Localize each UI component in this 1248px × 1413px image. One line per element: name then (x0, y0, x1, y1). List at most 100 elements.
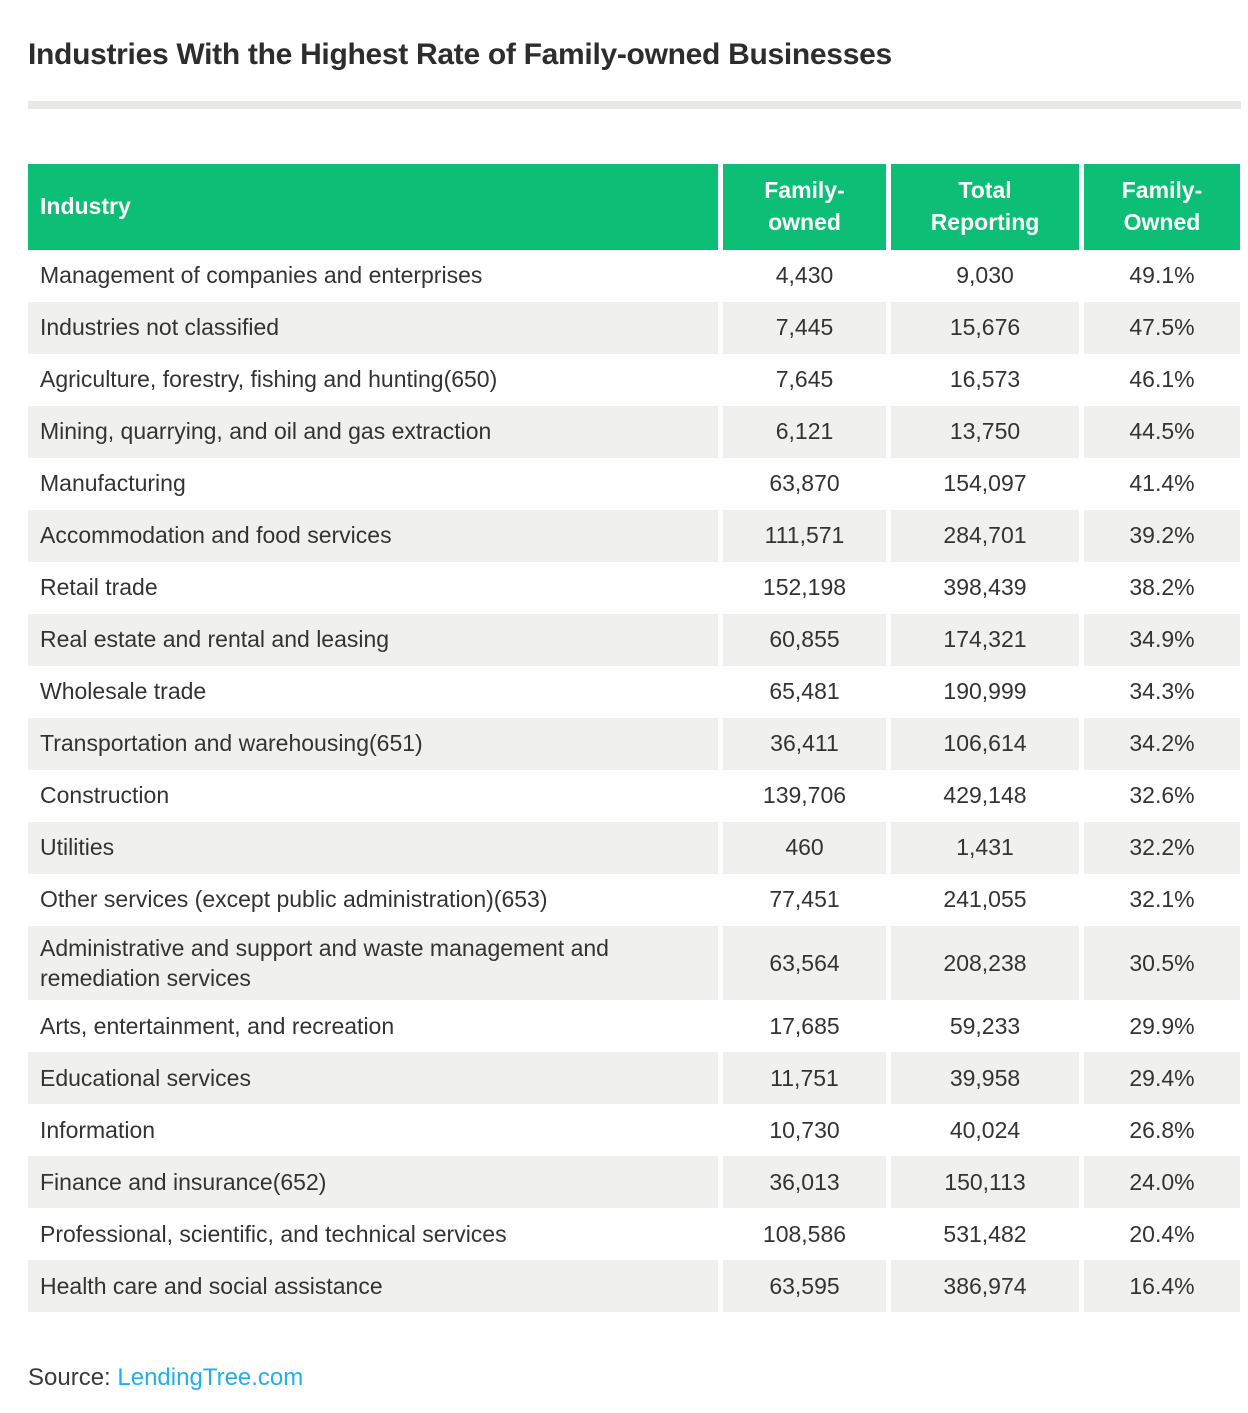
table-row: Educational services 11,751 39,958 29.4% (28, 1052, 1240, 1105)
table-row: Industries not classified 7,445 15,676 47.5… (28, 301, 1240, 354)
cell-family-owned: 17,685 (769, 1013, 840, 1040)
cell-industry: Manufacturing (40, 470, 186, 497)
cell-family-owned-pct: 49.1% (1129, 262, 1195, 289)
table-row: Health care and social assistance 63,595 3… (28, 1260, 1240, 1313)
cell-industry: Wholesale trade (40, 678, 207, 705)
cell-total-reporting: 59,233 (949, 1013, 1021, 1040)
table-row: Real estate and rental and leasing 60,855… (28, 613, 1240, 666)
cell-total-reporting: 13,750 (891, 405, 1079, 458)
cell-family-owned: 63,595 (723, 1260, 886, 1313)
cell-total-reporting: 429,148 (943, 782, 1027, 809)
cell-total-reporting: 154,097 (943, 470, 1027, 497)
cell-family-owned: 36,013 (723, 1156, 886, 1209)
table-header: Industry Family- owned Total Reporting F… (28, 163, 1240, 250)
cell-family-owned-pct: 34.3% (1129, 678, 1195, 705)
table-row: Finance and insurance(652) 36,013 150,113 2… (28, 1156, 1240, 1209)
cell-industry: Accommodation and food services (28, 509, 718, 562)
cell-family-owned: 77,451 (769, 886, 840, 913)
cell-family-owned: 460 (723, 821, 886, 874)
cell-family-owned: 11,751 (723, 1052, 886, 1105)
cell-family-owned-pct: 30.5% (1084, 925, 1240, 1001)
cell-industry: Agriculture, forestry, fishing and hunti… (40, 366, 498, 393)
cell-family-owned: 7,645 (775, 366, 834, 393)
cell-family-owned-pct: 34.2% (1084, 717, 1240, 770)
cell-total-reporting: 9,030 (956, 262, 1014, 289)
cell-family-owned-pct: 20.4% (1129, 1221, 1195, 1248)
cell-total-reporting: 241,055 (943, 886, 1027, 913)
cell-family-owned: 139,706 (762, 782, 847, 809)
table-row: Utilities 460 1,431 32.2% (28, 821, 1240, 874)
cell-family-owned: 10,730 (769, 1117, 840, 1144)
table-row: Wholesale trade 65,481 190,999 34.3% (28, 666, 1240, 718)
cell-family-owned-pct: 32.1% (1129, 886, 1195, 913)
cell-industry: Administrative and support and waste man… (28, 925, 718, 1001)
cell-family-owned-pct: 34.9% (1084, 613, 1240, 666)
cell-industry: Management of companies and enterprises (40, 262, 483, 289)
cell-total-reporting: 398,439 (943, 574, 1027, 601)
table-row: Professional, scientific, and technical … (28, 1208, 1240, 1260)
cell-family-owned-pct: 38.2% (1129, 574, 1195, 601)
source-line: Source: LendingTree.com (28, 1364, 1248, 1392)
cell-total-reporting: 284,701 (891, 509, 1079, 562)
cell-family-owned-pct: 26.8% (1129, 1117, 1195, 1144)
cell-family-owned: 152,198 (762, 574, 847, 601)
cell-family-owned: 63,564 (723, 925, 886, 1001)
table-row: Agriculture, forestry, fishing and hunti… (28, 354, 1240, 406)
cell-family-owned: 60,855 (723, 613, 886, 666)
cell-family-owned: 36,411 (723, 717, 886, 770)
table-row: Arts, entertainment, and recreation 17,68… (28, 1000, 1240, 1052)
table-row: Other services (except public administra… (28, 874, 1240, 926)
source-label: Source: (28, 1364, 111, 1392)
cell-industry: Transportation and warehousing(651) (28, 717, 718, 770)
data-table: Industry Family- owned Total Reporting F… (28, 163, 1240, 1313)
table-row: Mining, quarrying, and oil and gas extra… (28, 405, 1240, 458)
cell-family-owned-pct: 47.5% (1084, 301, 1240, 354)
cell-total-reporting: 106,614 (891, 717, 1079, 770)
cell-family-owned-pct: 32.6% (1129, 782, 1195, 809)
cell-family-owned-pct: 29.4% (1084, 1052, 1240, 1105)
cell-total-reporting: 40,024 (949, 1117, 1021, 1144)
header-cell-family-owned: Family- owned (723, 163, 886, 250)
cell-family-owned-pct: 16.4% (1084, 1260, 1240, 1313)
cell-total-reporting: 174,321 (891, 613, 1079, 666)
table-row: Manufacturing 63,870 154,097 41.4% (28, 458, 1240, 510)
table-row: Retail trade 152,198 398,439 38.2% (28, 562, 1240, 614)
cell-industry: Finance and insurance(652) (28, 1156, 718, 1209)
cell-family-owned: 63,870 (769, 470, 840, 497)
cell-family-owned: 108,586 (762, 1221, 847, 1248)
cell-family-owned: 111,571 (723, 509, 886, 562)
cell-family-owned: 7,445 (723, 301, 886, 354)
source-link[interactable]: LendingTree.com (117, 1364, 304, 1392)
table-row: Management of companies and enterprises 4… (28, 250, 1240, 302)
cell-total-reporting: 386,974 (891, 1260, 1079, 1313)
cell-industry: Arts, entertainment, and recreation (40, 1013, 395, 1040)
cell-total-reporting: 208,238 (891, 925, 1079, 1001)
header-cell-industry: Industry (28, 163, 718, 250)
cell-family-owned: 4,430 (775, 262, 834, 289)
table-body: Management of companies and enterprises 4… (28, 250, 1240, 1313)
table-row: Accommodation and food services 111,571 28… (28, 509, 1240, 562)
cell-family-owned-pct: 41.4% (1129, 470, 1195, 497)
cell-family-owned: 6,121 (723, 405, 886, 458)
cell-total-reporting: 16,573 (949, 366, 1021, 393)
cell-family-owned-pct: 29.9% (1129, 1013, 1195, 1040)
cell-industry: Information (40, 1117, 156, 1144)
cell-family-owned-pct: 24.0% (1084, 1156, 1240, 1209)
cell-industry: Retail trade (40, 574, 158, 601)
title-divider (28, 100, 1241, 109)
cell-industry: Health care and social assistance (28, 1260, 718, 1313)
cell-industry: Construction (40, 782, 170, 809)
cell-industry: Other services (except public administra… (40, 886, 548, 913)
cell-family-owned: 65,481 (769, 678, 840, 705)
cell-industry: Professional, scientific, and technical … (40, 1221, 507, 1248)
cell-total-reporting: 39,958 (891, 1052, 1079, 1105)
cell-industry: Utilities (28, 821, 718, 874)
table-row: Transportation and warehousing(651) 36,41… (28, 717, 1240, 770)
cell-total-reporting: 150,113 (891, 1156, 1079, 1209)
table-row: Construction 139,706 429,148 32.6% (28, 770, 1240, 822)
header-cell-total-reporting: Total Reporting (891, 163, 1079, 250)
cell-total-reporting: 531,482 (943, 1221, 1027, 1248)
cell-industry: Educational services (28, 1052, 718, 1105)
table-row: Administrative and support and waste man… (28, 925, 1240, 1001)
